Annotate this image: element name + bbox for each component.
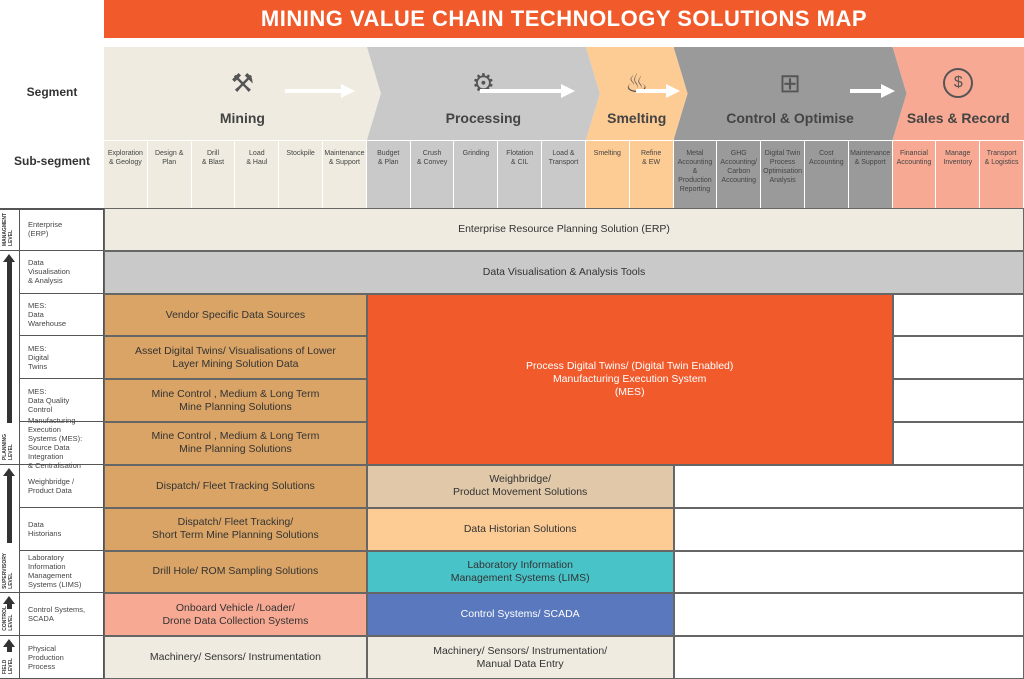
- subsegment-cell: Flotation & CIL: [498, 140, 543, 208]
- empty-cell: [892, 379, 1024, 423]
- subsegment-cell: Budget & Plan: [366, 140, 411, 208]
- empty-cell: [673, 550, 1024, 594]
- solution-block-mine-control-medium-long-term-mine-plann: Mine Control , Medium & Long Term Mine P…: [104, 379, 367, 423]
- row-label: Weighbridge / Product Data: [20, 464, 104, 508]
- subsegment-cell: Exploration & Geology: [104, 140, 148, 208]
- solution-block-mine-control-medium-long-term-mine-plann: Mine Control , Medium & Long Term Mine P…: [104, 422, 367, 465]
- solution-block-weighbridge-product-movement-solutions: Weighbridge/ Product Movement Solutions: [366, 464, 674, 508]
- arrow-up-icon: [3, 467, 15, 544]
- segment-control-optimise: ⊞ Control & Optimise: [674, 47, 907, 140]
- solution-block-onboard-vehicle-loader-drone-data-collec: Onboard Vehicle /Loader/ Drone Data Coll…: [104, 593, 367, 637]
- dollar-network-icon: $: [943, 68, 974, 98]
- level-supervisory: SUPERVISORY LEVEL: [0, 464, 20, 594]
- level-label: FIELD LEVEL: [2, 657, 14, 674]
- empty-cell: [673, 507, 1024, 551]
- row-label: Physical Production Process: [20, 636, 104, 679]
- subsegment-cell: Load & Haul: [235, 140, 280, 208]
- empty-cell: [892, 336, 1024, 380]
- arrow-up-icon: [3, 253, 15, 423]
- row-label: Control Systems, SCADA: [20, 593, 104, 637]
- row-label: Manufacturing Execution Systems (MES): S…: [20, 416, 104, 470]
- subsegment-cell: Maintenance & Support: [323, 140, 367, 208]
- empty-cell: [673, 464, 1024, 508]
- arrow-up-icon: [3, 596, 15, 610]
- row-label: MES: Data Quality Control: [20, 379, 104, 423]
- arrow-right-icon: [480, 84, 575, 98]
- row-label: Data Historians: [20, 507, 104, 551]
- solution-block-machinery-sensors-instrumentation-manual: Machinery/ Sensors/ Instrumentation/ Man…: [366, 636, 674, 679]
- subsegment-cell: Drill & Blast: [191, 140, 236, 208]
- arrow-right-icon: [636, 84, 680, 98]
- subsegment-cell: Design & Plan: [147, 140, 192, 208]
- subsegment-cell: Maintenance & Support: [848, 140, 893, 208]
- segment-smelting: ♨ Smelting: [586, 47, 688, 140]
- solution-block-dispatch-fleet-tracking-solutions: Dispatch/ Fleet Tracking Solutions: [104, 464, 367, 508]
- segment-name: Mining: [219, 110, 265, 126]
- level-control: CONTROL LEVEL: [0, 593, 20, 637]
- empty-cell: [673, 636, 1024, 679]
- empty-cell: [892, 422, 1024, 465]
- solution-block-asset-digital-twins-visualisations-of-lo: Asset Digital Twins/ Visualisations of L…: [104, 336, 367, 380]
- subsegment-cell: Grinding: [454, 140, 499, 208]
- solution-block-vendor-specific-data-sources: Vendor Specific Data Sources: [104, 293, 367, 337]
- level-planning: PLANNING LEVEL: [0, 250, 20, 465]
- solution-block-enterprise-resource-planning-solution-er: Enterprise Resource Planning Solution (E…: [104, 208, 1024, 251]
- subsegment-cell: Smelting: [585, 140, 630, 208]
- solution-block-data-historian-solutions: Data Historian Solutions: [366, 507, 674, 551]
- segment-name: Smelting: [607, 110, 667, 126]
- subsegment-cell: Metal Accounting & Production Reporting: [673, 140, 718, 208]
- subsegment-cell: Load & Transport: [542, 140, 586, 208]
- subsegment-cell: Digital Twin Process Optimisation Analys…: [761, 140, 805, 208]
- pickaxe-icon: ⚒: [230, 68, 255, 98]
- subsegment-cell: Transport & Logistics: [980, 140, 1024, 208]
- segment-name: Control & Optimise: [726, 110, 854, 126]
- arrow-up-icon: [3, 639, 15, 653]
- page-title: MINING VALUE CHAIN TECHNOLOGY SOLUTIONS …: [104, 0, 1024, 38]
- empty-cell: [673, 593, 1024, 637]
- subsegment-cell: Crush & Convey: [410, 140, 455, 208]
- segment-mining: ⚒ Mining: [104, 47, 381, 140]
- level-label: PLANNING LEVEL: [2, 433, 14, 460]
- level-managment: MANAGMENT LEVEL: [0, 208, 20, 251]
- level-label: MANAGMENT LEVEL: [2, 212, 14, 246]
- subsegment-cell: GHG Accounting/ Carbon Accounting: [717, 140, 762, 208]
- subsegment-label: Sub-segment: [13, 154, 90, 168]
- solution-block-drill-hole-rom-sampling-solutions: Drill Hole/ ROM Sampling Solutions: [104, 550, 367, 594]
- solution-block-process-digital-twins-digital-twin-enabl: Process Digital Twins/ (Digital Twin Ena…: [366, 293, 893, 465]
- level-label: SUPERVISORY LEVEL: [2, 552, 14, 589]
- row-label: Enterprise (ERP): [20, 208, 104, 251]
- arrow-right-icon: [285, 84, 355, 98]
- subsegment-cell: Manage Inventory: [936, 140, 981, 208]
- solution-block-control-systems-scada: Control Systems/ SCADA: [366, 593, 674, 637]
- solution-block-laboratory-information-management-system: Laboratory Information Management System…: [366, 550, 674, 594]
- subsegment-cell: Refine & EW: [629, 140, 674, 208]
- arrow-right-icon: [850, 84, 895, 98]
- level-label: CONTROL LEVEL: [2, 606, 14, 632]
- segment-name: Processing: [445, 110, 522, 126]
- segment-name: Sales & Record: [906, 110, 1010, 126]
- subsegment-cell: Stockpile: [279, 140, 324, 208]
- subsegment-cell: Financial Accounting: [892, 140, 937, 208]
- row-label: MES: Digital Twins: [20, 336, 104, 380]
- level-field: FIELD LEVEL: [0, 636, 20, 679]
- segment-sales-record: $ Sales & Record: [892, 47, 1024, 140]
- row-label: MES: Data Warehouse: [20, 293, 104, 337]
- subsegment-cell: Cost Accounting: [804, 140, 849, 208]
- empty-cell: [892, 293, 1024, 337]
- flowchart-icon: ⊞: [779, 68, 801, 98]
- row-label: Laboratory Information Management System…: [20, 550, 104, 594]
- solution-block-machinery-sensors-instrumentation: Machinery/ Sensors/ Instrumentation: [104, 636, 367, 679]
- solution-block-dispatch-fleet-tracking-short-term-mine-: Dispatch/ Fleet Tracking/ Short Term Min…: [104, 507, 367, 551]
- solution-block-data-visualisation-analysis-tools: Data Visualisation & Analysis Tools: [104, 250, 1024, 294]
- row-label: Data Visualisation & Analysis: [20, 250, 104, 294]
- segment-label: Segment: [26, 85, 78, 99]
